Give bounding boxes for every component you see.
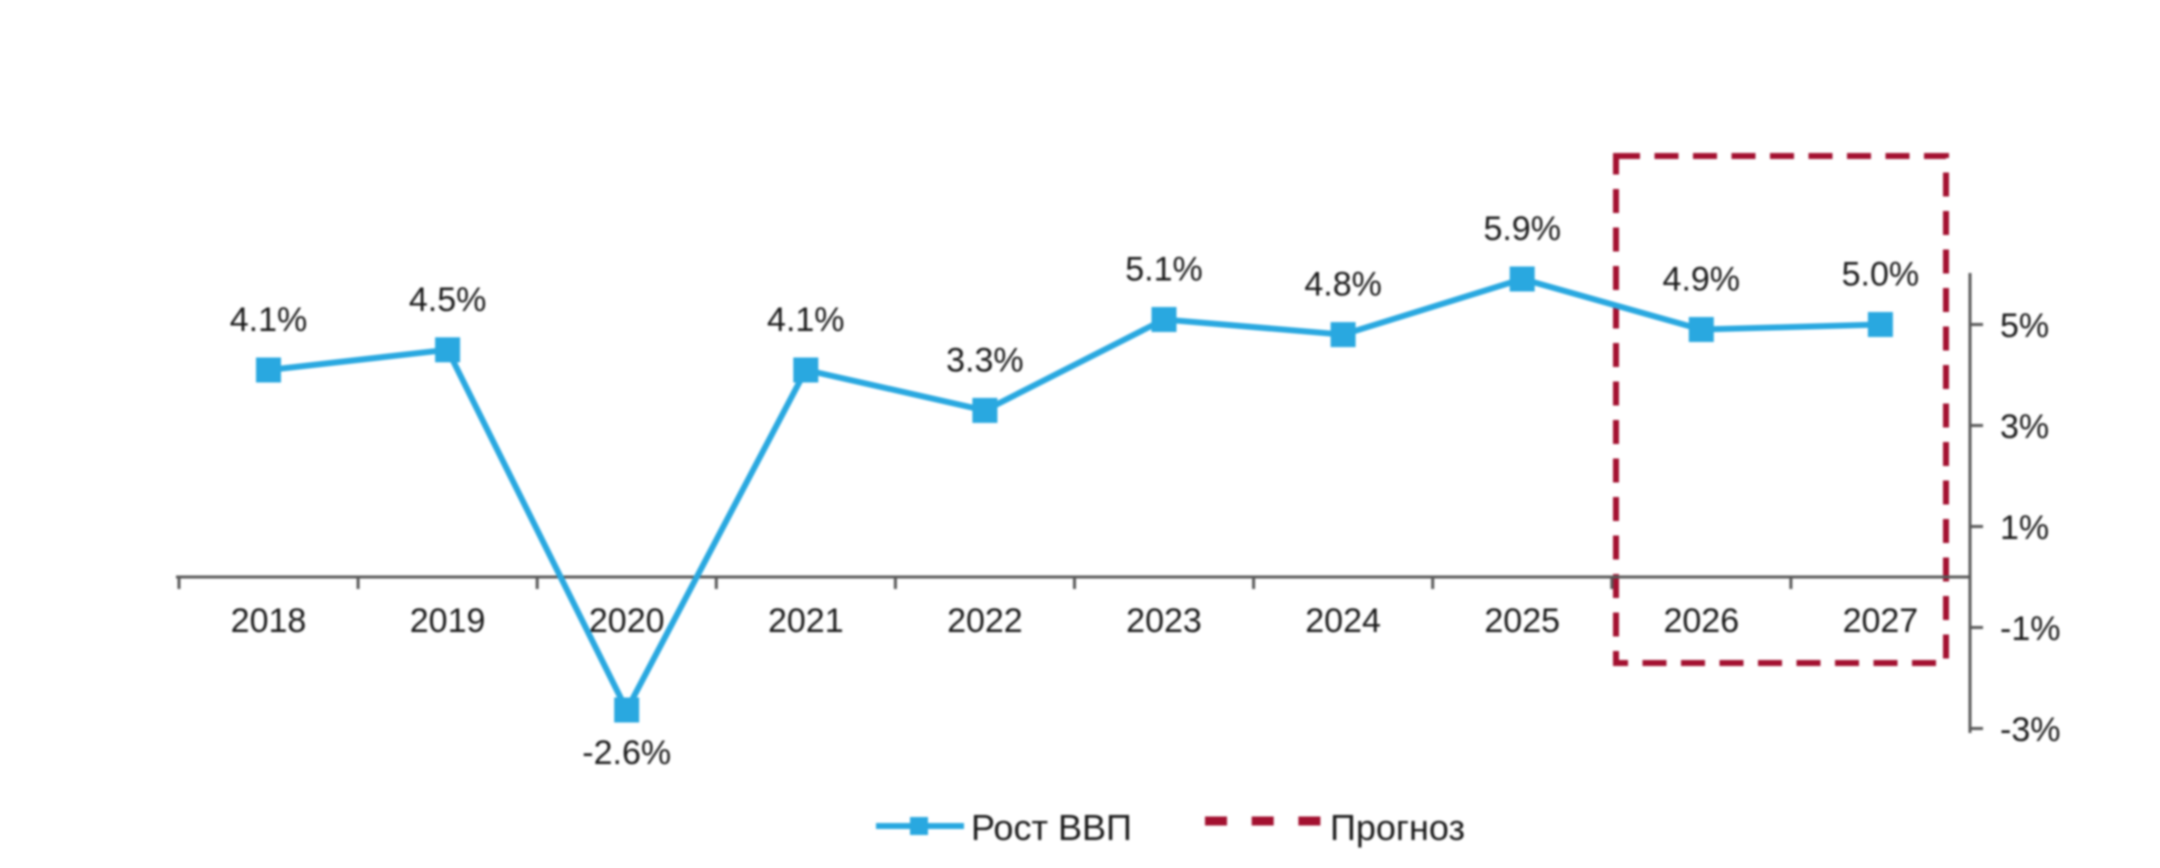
svg-text:4.5%: 4.5% (409, 281, 487, 319)
svg-text:2027: 2027 (1843, 602, 1919, 640)
svg-text:-1%: -1% (2000, 610, 2060, 648)
svg-text:-3%: -3% (2000, 711, 2060, 749)
svg-text:3.3%: 3.3% (946, 341, 1024, 379)
svg-text:2019: 2019 (410, 602, 486, 640)
svg-text:2018: 2018 (231, 602, 307, 640)
svg-text:2024: 2024 (1305, 602, 1381, 640)
svg-text:2026: 2026 (1663, 602, 1739, 640)
svg-text:4.8%: 4.8% (1304, 266, 1382, 304)
svg-text:5.9%: 5.9% (1483, 210, 1561, 248)
svg-text:1%: 1% (2000, 509, 2049, 547)
svg-text:4.1%: 4.1% (230, 301, 308, 339)
svg-text:5.0%: 5.0% (1842, 256, 1920, 294)
svg-text:Рост ВВП: Рост ВВП (971, 807, 1132, 848)
svg-text:3%: 3% (2000, 408, 2049, 446)
svg-text:Прогноз: Прогноз (1330, 807, 1465, 848)
svg-text:2021: 2021 (768, 602, 844, 640)
svg-text:2025: 2025 (1484, 602, 1560, 640)
svg-text:4.1%: 4.1% (767, 301, 845, 339)
svg-text:5%: 5% (2000, 307, 2049, 345)
svg-text:5.1%: 5.1% (1125, 251, 1203, 289)
svg-text:2020: 2020 (589, 602, 665, 640)
svg-text:-2.6%: -2.6% (582, 734, 671, 772)
svg-text:2022: 2022 (947, 602, 1023, 640)
svg-text:2023: 2023 (1126, 602, 1202, 640)
svg-text:4.9%: 4.9% (1663, 261, 1741, 299)
